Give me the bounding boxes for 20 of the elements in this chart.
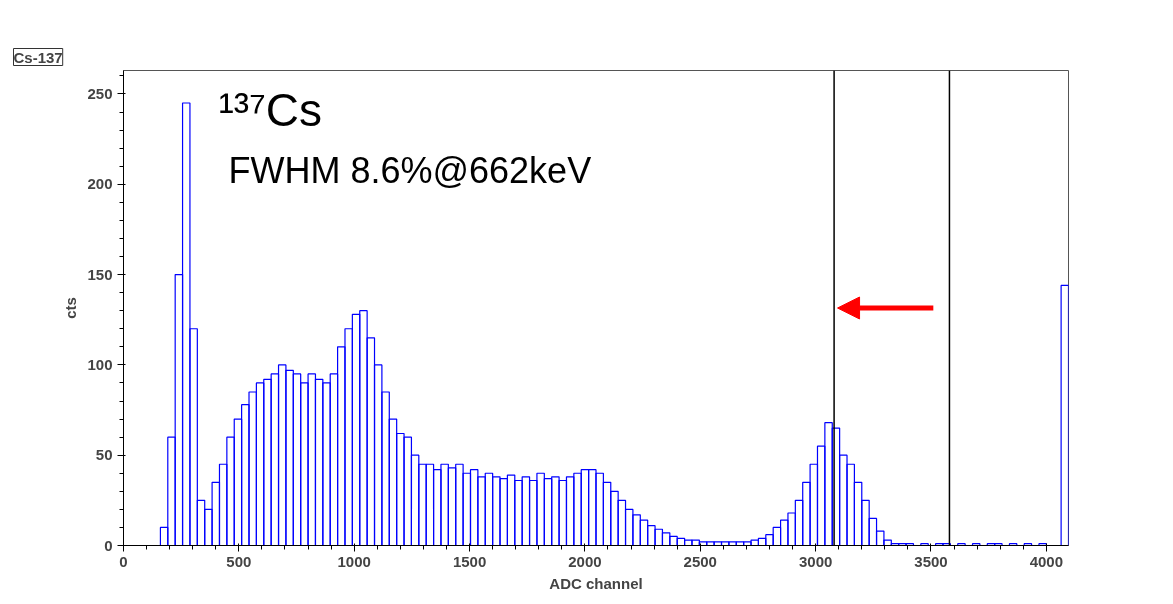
annotation: FWHM 8.6%@662keV	[228, 149, 592, 191]
x-tick-label: 3000	[798, 552, 833, 570]
x-tick-label: 1000	[337, 552, 371, 570]
annotation: ¹³⁷Cs	[218, 83, 322, 136]
y-tick-label: 100	[87, 355, 113, 373]
x-tick-label: 0	[119, 552, 128, 570]
x-tick-label: 1500	[452, 552, 487, 570]
y-axis-title: cts	[62, 297, 80, 319]
x-tick-label: 2500	[683, 552, 717, 570]
y-tick-label: 200	[87, 175, 113, 193]
x-axis-title: ADC channel	[549, 574, 643, 592]
x-tick-label: 3500	[914, 552, 948, 570]
y-tick-label: 150	[87, 265, 113, 283]
chart-title: Cs-137	[13, 48, 63, 66]
y-tick-label: 0	[104, 536, 113, 554]
x-tick-label: 4000	[1029, 552, 1064, 570]
x-tick-label: 500	[226, 552, 252, 570]
x-tick-label: 2000	[568, 552, 602, 570]
y-tick-label: 250	[87, 84, 113, 102]
y-tick-label: 50	[95, 446, 113, 464]
